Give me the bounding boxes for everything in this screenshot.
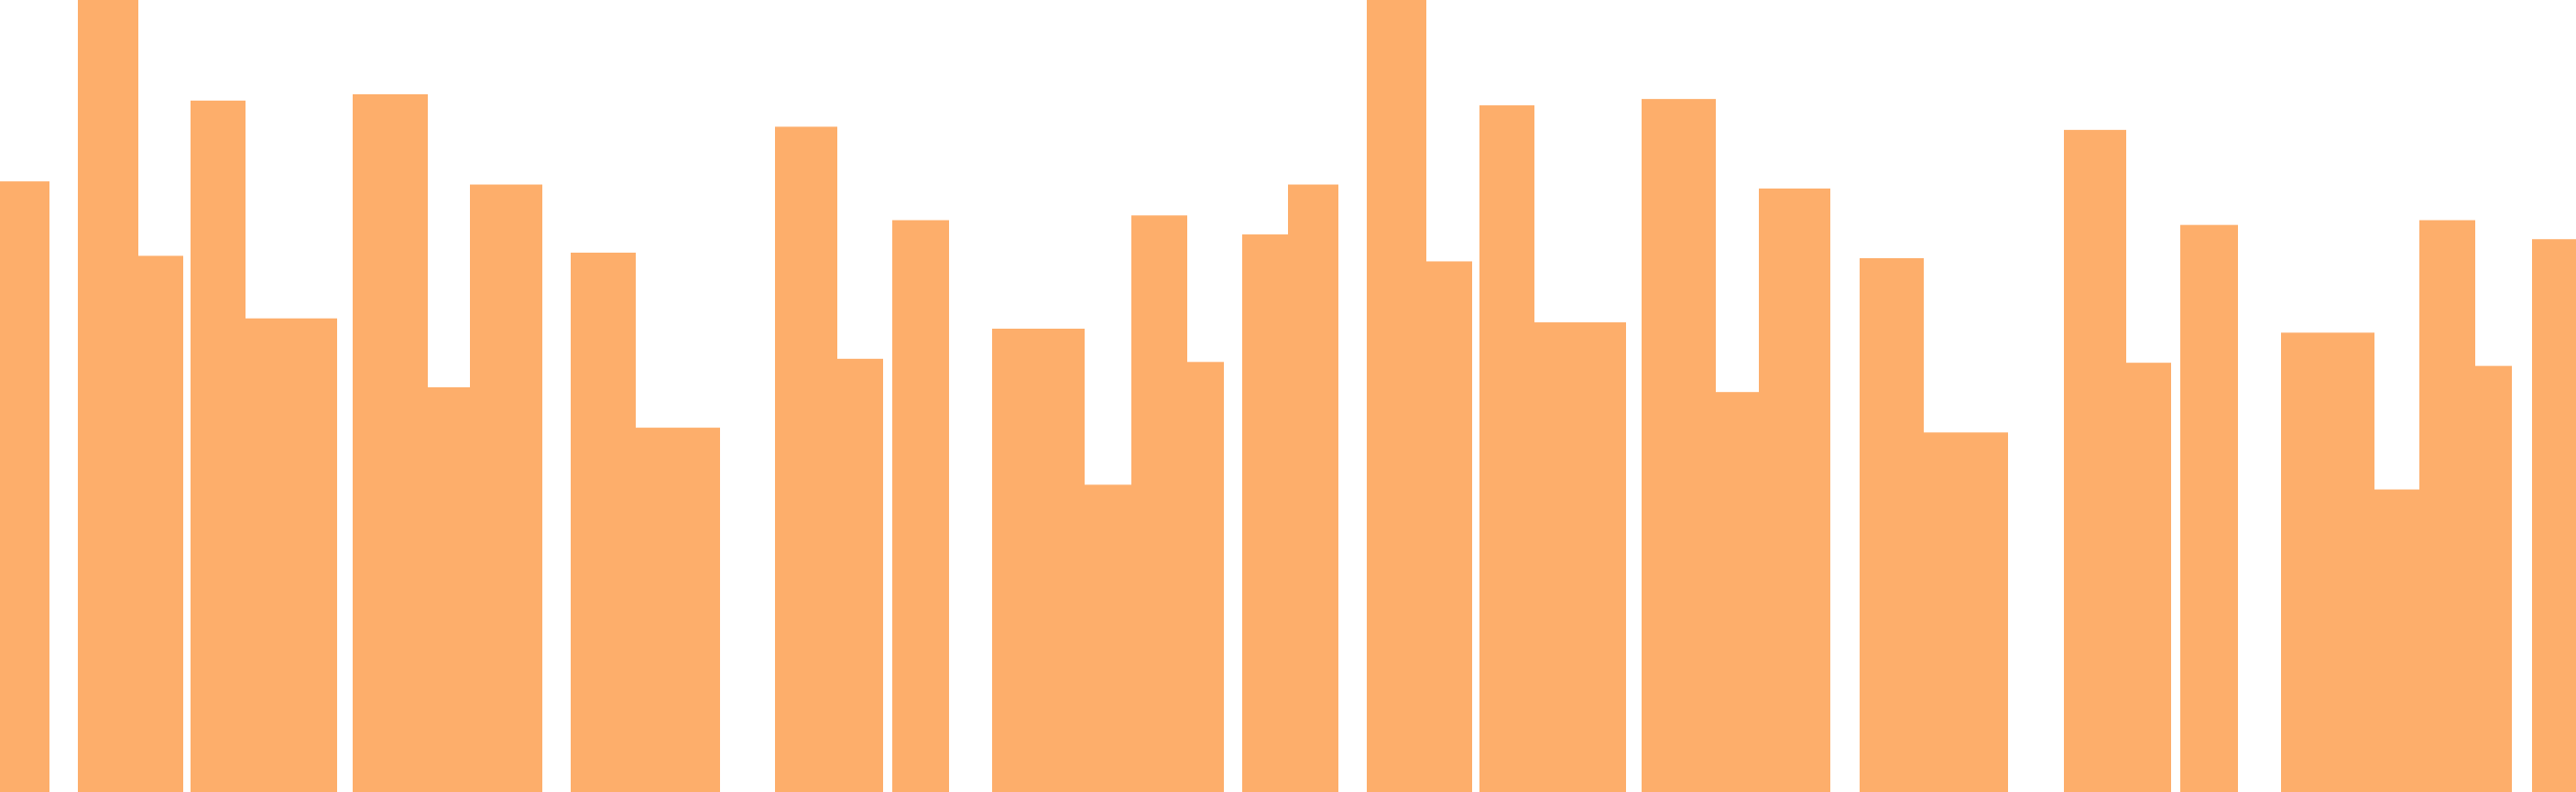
bar-35 (2475, 365, 2512, 792)
bar-3 (138, 255, 183, 792)
bar-15 (1085, 484, 1131, 792)
bar-4 (191, 100, 246, 792)
bar-12 (837, 358, 883, 792)
bar-29 (2064, 129, 2126, 792)
bar-6 (353, 93, 428, 792)
bar-7 (428, 386, 470, 792)
bar-11 (775, 126, 837, 792)
bar-14 (992, 328, 1085, 792)
bar-33 (2374, 489, 2419, 792)
bar-8 (470, 184, 542, 792)
bar-13 (892, 220, 949, 792)
bar-22 (1479, 105, 1534, 792)
bar-32 (2281, 332, 2374, 792)
bar-26 (1759, 188, 1830, 792)
bar-21 (1426, 261, 1472, 792)
bar-16 (1131, 215, 1187, 792)
bar-20 (1367, 0, 1426, 792)
bar-2 (78, 0, 138, 792)
bar-30 (2126, 363, 2171, 792)
bar-36 (2532, 239, 2576, 792)
bar-27 (1860, 257, 1924, 792)
bar-31 (2180, 224, 2238, 792)
bar-10 (636, 428, 720, 792)
bar-5 (246, 318, 337, 792)
bar-28 (1924, 432, 2008, 792)
bar-24 (1642, 99, 1716, 792)
bar-1 (0, 181, 49, 792)
bar-18 (1242, 234, 1288, 792)
bar-25 (1716, 392, 1759, 792)
bar-19 (1288, 184, 1338, 792)
bar-34 (2419, 220, 2475, 792)
bar-17 (1187, 362, 1224, 792)
bar-23 (1534, 322, 1626, 792)
bar-9 (571, 252, 636, 792)
